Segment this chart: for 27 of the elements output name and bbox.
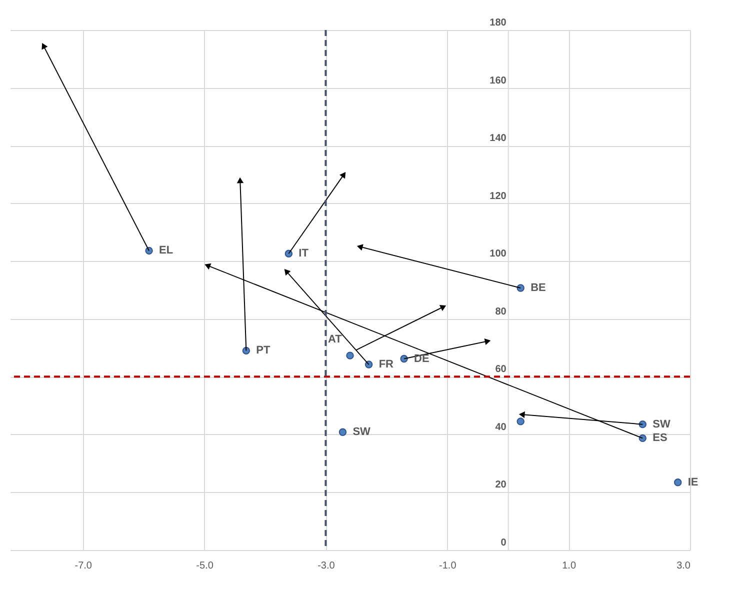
y-tick-label: 80: [495, 306, 507, 318]
y-tick-label: 160: [490, 75, 507, 86]
y-tick-label: 120: [490, 190, 507, 202]
annotation: SW: [652, 418, 671, 430]
y-tick-label: 180: [490, 18, 507, 28]
annotation: DE: [414, 352, 430, 365]
annotation: IT: [298, 248, 309, 260]
annotation: FR: [378, 358, 394, 371]
annotation: ES: [652, 432, 668, 444]
annotation: AT: [328, 334, 342, 346]
y-tick-label: 40: [495, 422, 507, 433]
y-tick-label: 140: [490, 133, 507, 144]
y-tick-label: 0: [500, 538, 507, 548]
annotation: IE: [688, 476, 698, 488]
annotation: BE: [530, 282, 546, 294]
x-tick-label: 3.0: [676, 560, 691, 572]
y-tick-label: 60: [495, 364, 507, 376]
y-tick-label: 100: [490, 248, 507, 260]
y-tick-label: 20: [495, 480, 507, 491]
annotation: PT: [256, 344, 271, 357]
annotation: SW: [352, 426, 372, 438]
x-tick-label: -7.0: [74, 560, 92, 572]
annotation: EL: [159, 244, 174, 257]
x-tick-label: -1.0: [439, 560, 457, 572]
x-tick-label: -3.0: [318, 560, 336, 572]
x-tick-label: -5.0: [196, 560, 214, 572]
x-tick-label: 1.0: [562, 560, 576, 572]
